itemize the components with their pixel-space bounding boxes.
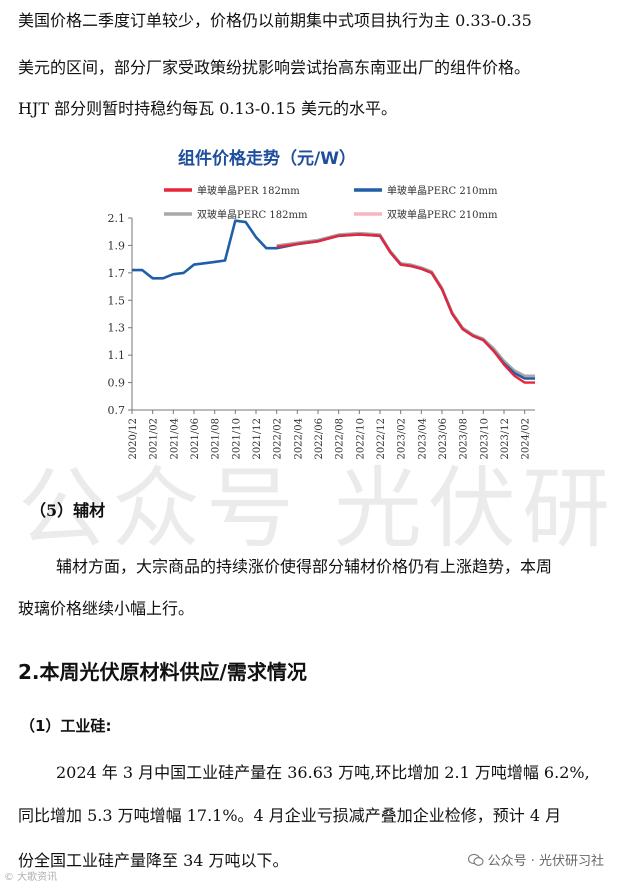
y-tick-label: 0.9 bbox=[108, 377, 126, 390]
x-tick-label: 2022/10 bbox=[355, 418, 366, 460]
paragraph-line: HJT 部分则暂时持稳约每瓦 0.13-0.15 美元的水平。 bbox=[18, 99, 397, 118]
x-tick-label: 2021/02 bbox=[149, 418, 160, 460]
x-tick-label: 2023/06 bbox=[438, 418, 449, 460]
wechat-watermark-text: 公众号 · 光伏研习社 bbox=[487, 854, 604, 869]
legend-label: 双玻单晶PERC 210mm bbox=[387, 208, 498, 221]
paragraph-line: 美国价格二季度订单较少，价格仍以前期集中式项目执行为主 0.33-0.35 bbox=[18, 11, 532, 30]
x-tick-label: 2021/04 bbox=[169, 418, 180, 460]
y-tick-label: 2.1 bbox=[108, 212, 126, 225]
legend-label: 双玻单晶PERC 182mm bbox=[197, 208, 308, 221]
chart-lines bbox=[132, 219, 535, 384]
x-tick-label: 2023/08 bbox=[459, 418, 470, 460]
x-tick-label: 2023/10 bbox=[479, 418, 490, 460]
y-tick-label: 1.9 bbox=[108, 239, 126, 252]
x-tick-label: 2023/02 bbox=[397, 418, 408, 460]
wechat-watermark: 公众号 · 光伏研习社 bbox=[467, 850, 604, 869]
x-tick-label: 2020/12 bbox=[128, 418, 139, 460]
subheading-auxiliary: （5）辅材 bbox=[30, 501, 106, 520]
y-tick-label: 1.5 bbox=[108, 294, 126, 307]
y-tick-label: 1.3 bbox=[108, 322, 126, 335]
x-tick-label: 2021/10 bbox=[231, 418, 242, 460]
paragraph-line: 辅材方面，大宗商品的持续涨价使得部分辅材价格仍有上涨趋势，本周 bbox=[56, 557, 553, 576]
section-heading: 2.本周光伏原材料供应/需求情况 bbox=[18, 660, 307, 684]
wechat-icon bbox=[467, 853, 484, 866]
x-tick-label: 2022/08 bbox=[335, 418, 346, 460]
y-tick-label: 1.1 bbox=[108, 349, 126, 362]
paragraph-line: 同比增加 5.3 万吨增幅 17.1%。4 月企业亏损减产叠加企业检修，预计 4… bbox=[18, 806, 562, 825]
x-tick-label: 2022/04 bbox=[293, 418, 304, 460]
x-tick-label: 2022/06 bbox=[314, 418, 325, 460]
price-chart-svg: 组件价格走势（元/W） 单玻单晶PER 182mm 单玻单晶PERC 210mm 双… bbox=[108, 148, 535, 460]
chart-legend: 单玻单晶PER 182mm 单玻单晶PERC 210mm 双玻单晶PERC 182m… bbox=[164, 184, 498, 221]
paragraph-line: 美元的区间，部分厂家受政策纷扰影响尝试抬高东南亚出厂的组件价格。 bbox=[18, 58, 531, 77]
x-tick-label: 2022/12 bbox=[376, 418, 387, 460]
x-tick-label: 2023/12 bbox=[500, 418, 511, 460]
chart-title: 组件价格走势（元/W） bbox=[178, 148, 356, 169]
x-tick-label: 2024/02 bbox=[521, 418, 532, 460]
paragraph-line: 2024 年 3 月中国工业硅产量在 36.63 万吨,环比增加 2.1 万吨增… bbox=[56, 763, 590, 782]
series-line bbox=[132, 219, 535, 380]
price-chart: 组件价格走势（元/W） 单玻单晶PER 182mm 单玻单晶PERC 210mm 双… bbox=[92, 140, 552, 470]
series-line bbox=[276, 233, 535, 384]
x-tick-label: 2023/04 bbox=[417, 418, 428, 460]
x-tick-label: 2021/08 bbox=[211, 418, 222, 460]
legend-label: 单玻单晶PER 182mm bbox=[197, 184, 300, 197]
x-tick-label: 2021/06 bbox=[190, 418, 201, 460]
subheading-silicon: （1）工业硅: bbox=[20, 717, 112, 735]
paragraph-line: 玻璃价格继续小幅上行。 bbox=[18, 599, 195, 618]
paragraph-line: 份全国工业硅产量降至 34 万吨以下。 bbox=[18, 851, 289, 870]
x-tick-label: 2021/12 bbox=[252, 418, 263, 460]
legend-label: 单玻单晶PERC 210mm bbox=[387, 184, 498, 197]
y-tick-label: 0.7 bbox=[108, 404, 126, 417]
x-tick-label: 2022/02 bbox=[273, 418, 284, 460]
y-tick-label: 1.7 bbox=[108, 267, 126, 280]
corner-watermark: © 大歌资讯 bbox=[4, 872, 58, 883]
